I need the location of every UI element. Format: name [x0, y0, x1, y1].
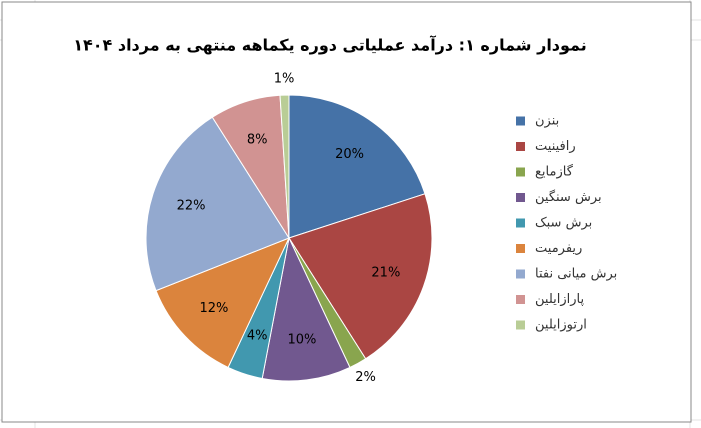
legend-label: برش میانی نفتا — [535, 267, 617, 282]
pie-slice — [279, 94, 290, 239]
legend-label: برش سبک — [535, 216, 592, 231]
legend-label: ریفرمیت — [535, 241, 582, 256]
data-label: 4% — [247, 328, 268, 343]
data-label: 1% — [274, 72, 295, 87]
legend-swatch — [516, 218, 525, 228]
legend-label: رافینیت — [535, 139, 576, 154]
legend-swatch — [516, 142, 525, 151]
legend-swatch — [516, 167, 525, 177]
pie-slice — [288, 193, 433, 360]
legend-swatch — [516, 295, 525, 304]
legend-swatch — [516, 320, 525, 330]
pie-slice — [261, 236, 351, 382]
data-label: 2% — [355, 370, 376, 385]
pie-slice — [288, 94, 426, 239]
legend-swatch — [516, 269, 525, 279]
data-label: 20% — [335, 147, 364, 162]
pie-slice — [155, 237, 290, 369]
data-label: 22% — [177, 199, 206, 214]
chart-title: نمودار شماره ۱: درآمد عملیاتی دوره یکماه… — [73, 35, 587, 55]
legend-swatch — [516, 244, 525, 253]
legend-label: ارتوزایلین — [535, 318, 587, 333]
legend-label: پارازایلین — [535, 292, 584, 307]
data-label: 10% — [287, 333, 316, 348]
data-label: 12% — [199, 301, 228, 316]
legend-label: برش سنگین — [535, 189, 602, 205]
data-label: 21% — [371, 265, 400, 280]
legend-label: گازمایع — [535, 164, 574, 180]
pie-slice — [145, 116, 290, 292]
legend-swatch — [516, 116, 525, 126]
legend-label: بنزن — [535, 114, 559, 129]
legend-swatch — [516, 193, 525, 202]
data-label: 8% — [247, 133, 268, 148]
